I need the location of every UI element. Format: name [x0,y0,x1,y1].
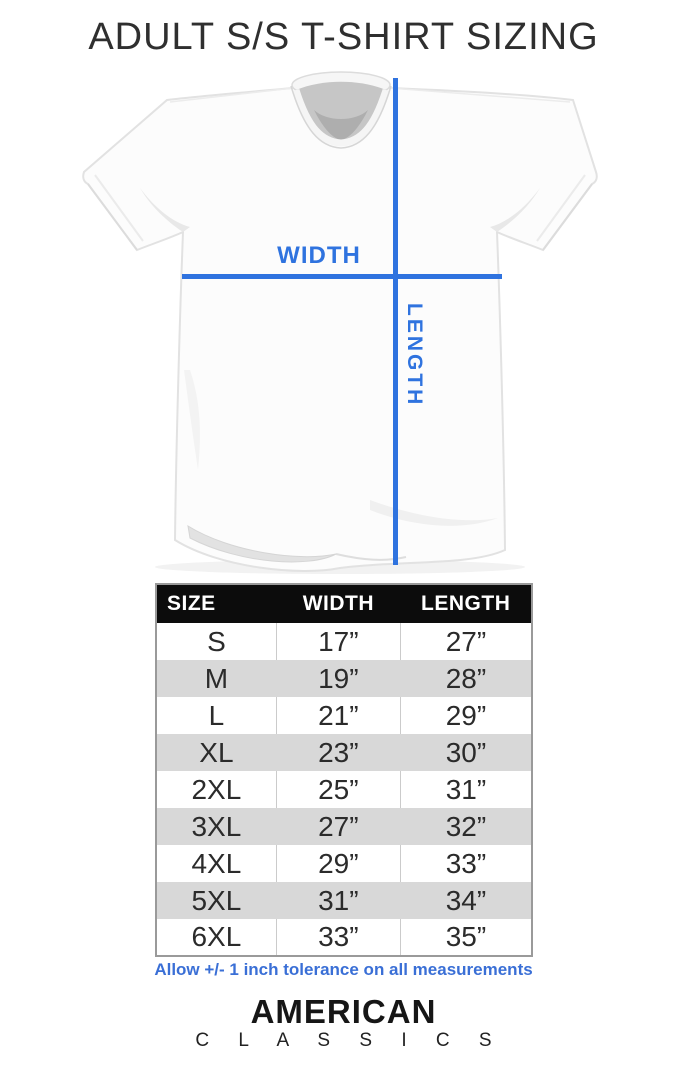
header-length: LENGTH [400,584,532,623]
width-measure-line [182,274,502,279]
size-cell: 5XL [191,884,242,916]
length-cell: 30” [399,734,532,771]
brand-name-american: AMERICAN [250,993,437,1030]
width-cell: 29” [275,845,401,882]
size-cell: 6XL [191,921,242,952]
table-row: XL 23” 30” [156,734,532,771]
table-row: 4XL 29” 33” [156,845,532,882]
width-cell: 33” [275,919,401,956]
length-label: LENGTH [403,303,426,408]
tshirt-image [82,71,598,574]
length-cell: 28” [399,660,532,697]
length-cell: 32” [399,808,532,845]
length-cell: 31” [399,771,532,808]
table-row: S 17” 27” [156,623,532,660]
size-table: SIZE WIDTH LENGTH S 17” 27” M 19” 28” L … [155,583,533,957]
length-cell: 33” [399,845,532,882]
table-row: 6XL 33” 35” [156,919,532,956]
header-size: SIZE [156,584,277,623]
width-cell: 25” [275,771,401,808]
size-cell: S [207,625,226,657]
width-cell: 27” [275,808,401,845]
width-label: WIDTH [277,242,361,269]
size-cell: XL [199,736,234,768]
length-cell: 27” [399,623,532,660]
length-cell: 35” [399,919,532,956]
size-cell: M [204,662,229,694]
table-row: 5XL 31” 34” [156,882,532,919]
width-cell: 31” [275,882,401,919]
brand-name-classics: C L A S S I C S [195,1030,504,1051]
size-cell: 4XL [191,847,242,879]
table-row: L 21” 29” [156,697,532,734]
table-header-row: SIZE WIDTH LENGTH [156,584,532,623]
size-cell: L [208,699,225,731]
width-cell: 19” [275,660,401,697]
length-cell: 29” [399,697,532,734]
width-cell: 21” [275,697,401,734]
tolerance-note: Allow +/- 1 inch tolerance on all measur… [154,960,533,979]
size-cell: 2XL [191,773,242,805]
table-row: M 19” 28” [156,660,532,697]
table-row: 2XL 25” 31” [156,771,532,808]
length-cell: 34” [399,882,532,919]
length-measure-line [393,78,398,565]
table-row: 3XL 27” 32” [156,808,532,845]
header-width: WIDTH [276,584,401,623]
width-cell: 23” [275,734,401,771]
size-cell: 3XL [191,810,242,842]
page-title: ADULT S/S T-SHIRT SIZING [88,16,599,58]
brand-logo: AMERICAN C L A S S I C S [0,995,687,1052]
width-cell: 17” [275,623,401,660]
